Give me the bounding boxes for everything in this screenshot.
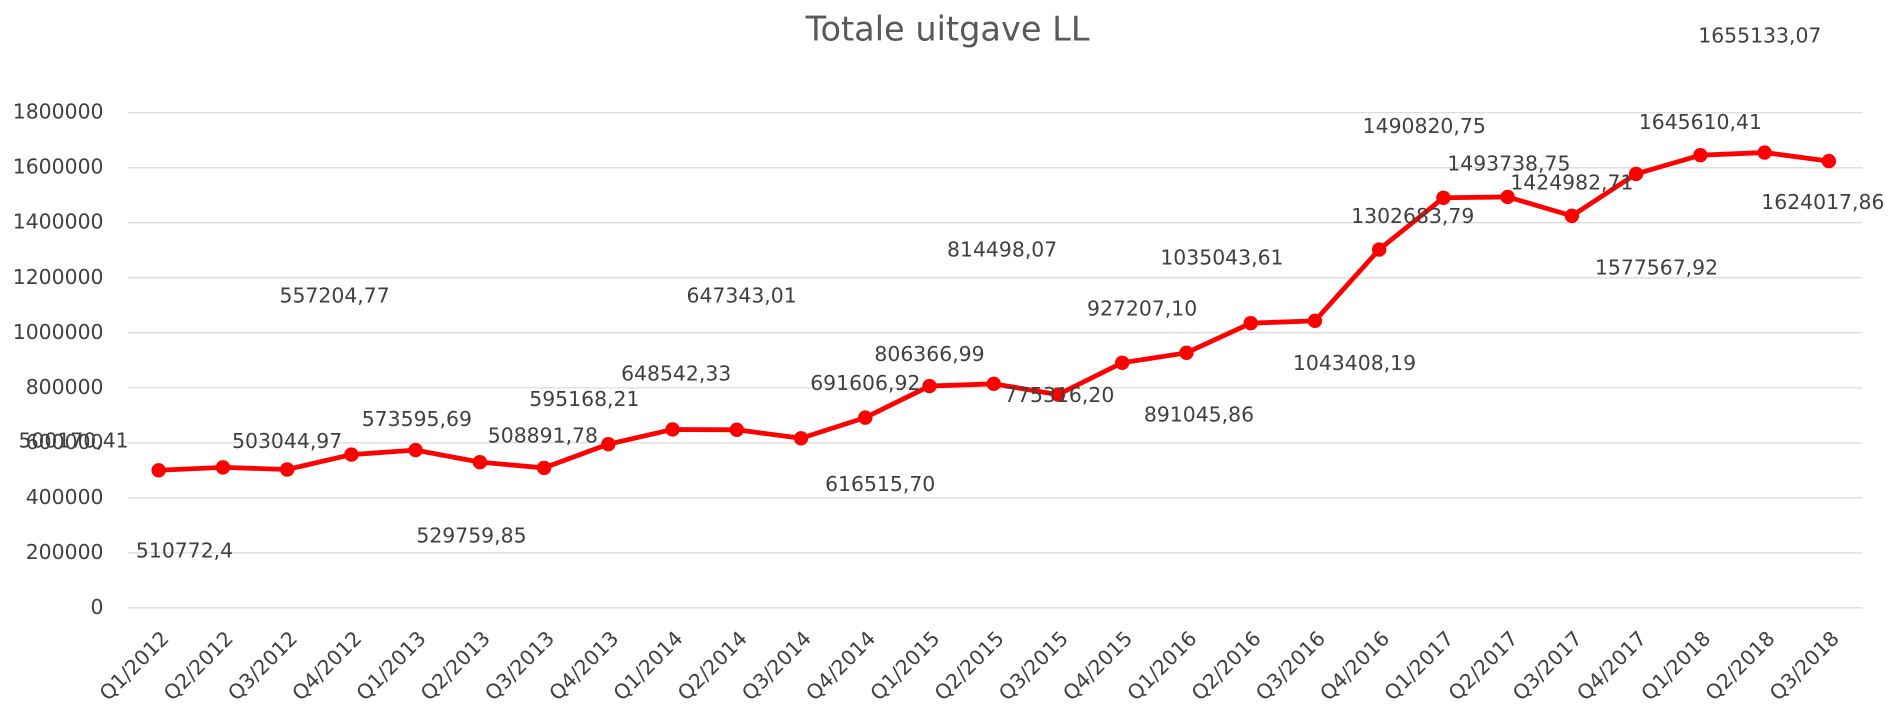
data-label: 529759,85 <box>416 523 526 547</box>
data-label: 1493738,75 <box>1447 152 1570 176</box>
data-point <box>793 431 809 446</box>
data-point <box>1757 145 1772 160</box>
data-point <box>601 436 616 452</box>
data-label: 503044,97 <box>232 429 342 453</box>
data-point <box>986 376 1001 392</box>
data-label: 557204,77 <box>280 283 390 307</box>
data-label: 508891,78 <box>488 424 598 448</box>
x-tick-label: Q3/2017 <box>1508 626 1587 705</box>
data-label: 1302683,79 <box>1351 204 1474 228</box>
x-tick-label: Q2/2017 <box>1444 626 1523 705</box>
x-tick-label: Q4/2012 <box>287 626 366 705</box>
x-tick-label: Q1/2014 <box>609 626 688 705</box>
y-tick-label: 600000 <box>26 430 104 454</box>
x-tick-label: Q3/2012 <box>223 626 302 705</box>
data-point <box>344 447 359 462</box>
chart-title: Totale uitgave LL <box>805 10 1090 49</box>
x-tick-label: Q1/2018 <box>1636 626 1715 705</box>
data-label: 1624017,86 <box>1761 190 1884 214</box>
data-point <box>665 422 680 437</box>
y-tick-label: 1200000 <box>13 265 104 289</box>
data-point <box>408 442 423 458</box>
data-label: 1645610,41 <box>1639 110 1762 134</box>
data-point <box>1500 189 1515 205</box>
y-tick-label: 800000 <box>26 375 104 399</box>
data-label: 616515,70 <box>825 472 935 496</box>
data-point <box>1371 242 1387 257</box>
y-tick-label: 200000 <box>26 540 104 564</box>
data-label: 814498,07 <box>947 238 1057 262</box>
data-point <box>536 460 552 476</box>
x-tick-label: Q4/2013 <box>544 626 623 705</box>
data-point <box>1179 345 1194 361</box>
x-tick-label: Q3/2014 <box>737 626 816 705</box>
y-tick-label: 1000000 <box>13 320 104 344</box>
data-point <box>1628 166 1644 182</box>
x-tick-label: Q4/2017 <box>1572 626 1651 705</box>
data-label: 775316,20 <box>1004 383 1114 407</box>
y-tick-label: 1400000 <box>13 210 104 234</box>
data-label: 1035043,61 <box>1160 245 1283 269</box>
data-label: 1577567,92 <box>1595 256 1718 280</box>
x-tick-label: Q2/2015 <box>930 626 1009 705</box>
x-tick-label: Q4/2014 <box>801 626 880 705</box>
y-tick-label: 400000 <box>26 485 104 509</box>
data-point <box>1693 147 1708 163</box>
data-label: 806366,99 <box>874 342 984 366</box>
data-point <box>215 460 231 475</box>
data-label: 1043408,19 <box>1293 351 1416 375</box>
data-point <box>1307 313 1323 329</box>
x-tick-label: Q1/2016 <box>1122 626 1201 705</box>
data-label: 595168,21 <box>529 387 639 411</box>
y-tick-label: 1800000 <box>13 100 104 124</box>
x-tick-label: Q2/2013 <box>416 626 495 705</box>
data-point <box>922 378 937 394</box>
data-label: 891045,86 <box>1144 403 1254 427</box>
x-tick-label: Q2/2014 <box>673 626 752 705</box>
x-tick-label: Q1/2015 <box>865 626 944 705</box>
x-tick-label: Q4/2016 <box>1315 626 1394 705</box>
x-tick-label: Q3/2018 <box>1765 626 1844 705</box>
data-label: 573595,69 <box>362 407 472 431</box>
x-tick-label: Q3/2013 <box>480 626 559 705</box>
data-point <box>279 462 295 477</box>
data-point <box>1564 208 1580 224</box>
data-label: 510772,4 <box>136 538 233 562</box>
x-tick-label: Q2/2016 <box>1187 626 1266 705</box>
y-tick-label: 1600000 <box>13 155 104 179</box>
data-point <box>1243 315 1258 331</box>
data-label: 500170,41 <box>18 429 128 453</box>
x-tick-label: Q1/2012 <box>95 626 174 705</box>
data-point <box>1050 387 1066 402</box>
data-label: 691606,92 <box>810 371 920 395</box>
data-point <box>858 410 873 425</box>
data-point <box>151 463 166 478</box>
data-point <box>729 422 745 437</box>
data-label: 648542,33 <box>621 361 731 385</box>
x-tick-label: Q2/2012 <box>159 626 238 705</box>
data-label: 1655133,07 <box>1698 23 1821 47</box>
x-tick-label: Q3/2015 <box>994 626 1073 705</box>
x-tick-label: Q3/2016 <box>1251 626 1330 705</box>
y-tick-label: 0 <box>91 595 104 619</box>
x-tick-label: Q1/2017 <box>1379 626 1458 705</box>
data-point <box>1115 355 1130 370</box>
data-point <box>1821 153 1837 169</box>
data-point <box>472 454 488 470</box>
data-label: 1424982,71 <box>1510 170 1633 194</box>
data-label: 1490820,75 <box>1363 114 1486 138</box>
x-tick-label: Q2/2018 <box>1701 626 1780 705</box>
data-point <box>1436 190 1451 205</box>
x-tick-label: Q1/2013 <box>352 626 431 705</box>
data-label: 647343,01 <box>687 284 797 308</box>
x-tick-label: Q4/2015 <box>1058 626 1137 705</box>
data-label: 927207,10 <box>1087 297 1197 321</box>
